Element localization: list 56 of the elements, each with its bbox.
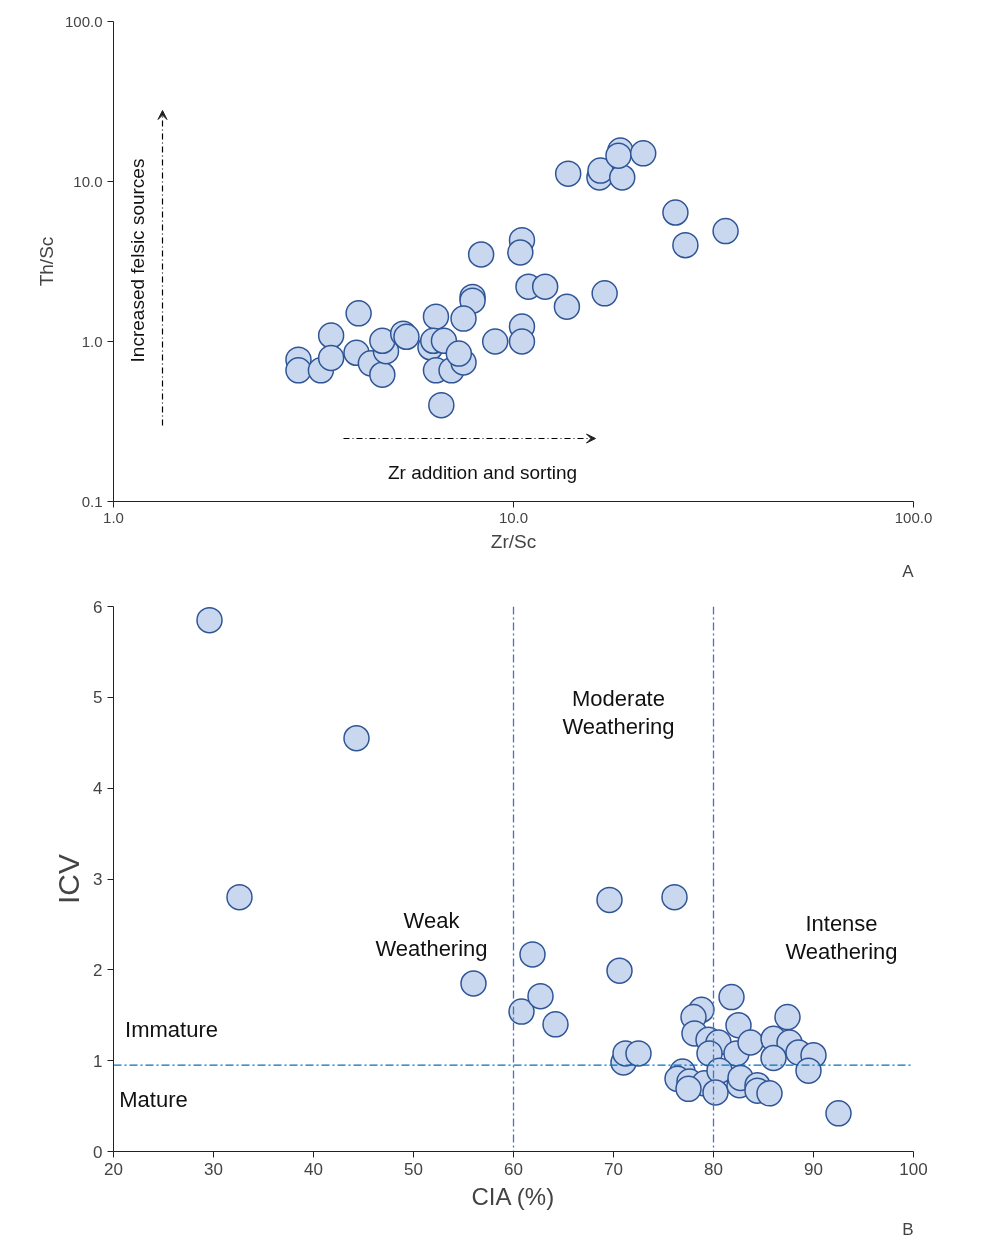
- y-axis-title: Th/Sc: [35, 236, 57, 287]
- x-tick-label: 80: [704, 1159, 723, 1179]
- point: [460, 970, 487, 997]
- point: [718, 983, 745, 1011]
- x-tick-label: 40: [304, 1159, 323, 1179]
- point: [343, 724, 370, 752]
- x-tick-label: 100: [899, 1159, 928, 1179]
- point: [508, 998, 535, 1025]
- y-tick-label: 100.0: [64, 12, 103, 30]
- x-tick-label: 30: [204, 1159, 223, 1179]
- x-tick-label: 100.0: [894, 508, 933, 526]
- x-axis-title: CIA (%): [471, 1182, 555, 1210]
- x-axis-title: Zr/Sc: [490, 530, 537, 552]
- y-tick-label: 5: [93, 688, 103, 708]
- y-tick-label: 0.1: [81, 492, 103, 510]
- point: [774, 1003, 801, 1031]
- point: [527, 982, 554, 1010]
- point: [675, 1075, 702, 1103]
- y-tick-label: 1.0: [81, 332, 103, 350]
- annotation: Immature: [125, 1017, 218, 1042]
- y-tick-label: 3: [93, 870, 103, 889]
- y-tick-label: 4: [93, 779, 103, 799]
- annotation: Weak Weathering: [375, 907, 488, 962]
- x-tick-label: 70: [604, 1159, 623, 1179]
- x-tick-label: 20: [104, 1159, 123, 1179]
- y-tick-label: 1: [93, 1051, 103, 1071]
- text: B: [902, 1219, 914, 1239]
- y-tick-label: 10.0: [73, 172, 103, 190]
- point: [596, 886, 623, 914]
- point: [226, 883, 253, 911]
- point: [702, 1079, 729, 1106]
- annotation: Intense Weathering: [785, 910, 898, 965]
- annotation: Increased felsic sources: [127, 158, 148, 363]
- annotation: Zr addition and sorting: [387, 462, 578, 483]
- x-tick-label: 50: [404, 1159, 423, 1179]
- point: [737, 1029, 764, 1056]
- y-tick-label: 2: [93, 960, 103, 980]
- point: [542, 1011, 569, 1038]
- point: [825, 1100, 852, 1127]
- annotation: Mature: [119, 1087, 188, 1112]
- x-tick-label: 10.0: [498, 508, 529, 526]
- x-tick-label: 90: [804, 1159, 823, 1179]
- point: [606, 957, 633, 984]
- y-axis-title: ICV: [52, 853, 86, 904]
- y-tick-label: 6: [93, 597, 103, 617]
- x-tick-label: 60: [504, 1159, 523, 1179]
- point: [625, 1040, 652, 1067]
- point: [519, 941, 546, 968]
- point: [661, 883, 688, 911]
- point: [795, 1057, 822, 1084]
- point: [760, 1044, 787, 1072]
- text: A: [902, 561, 915, 581]
- annotation: Moderate Weathering: [562, 685, 675, 740]
- y-tick-label: 0: [93, 1142, 103, 1162]
- point: [756, 1080, 783, 1107]
- point: [196, 606, 223, 634]
